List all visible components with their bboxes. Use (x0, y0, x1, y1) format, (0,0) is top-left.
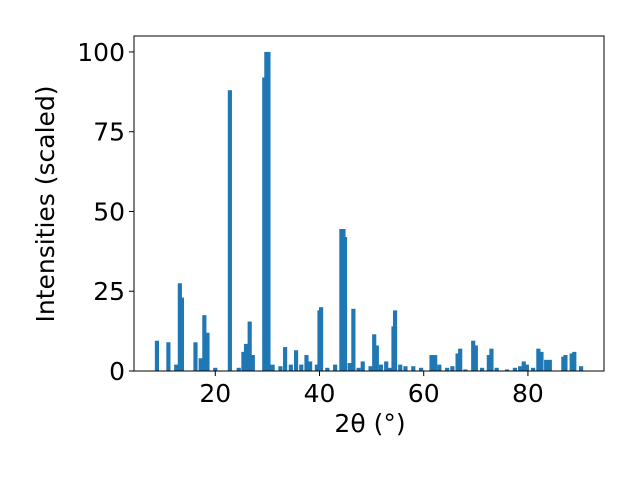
bar (283, 347, 288, 371)
bar (504, 369, 510, 371)
bar (179, 297, 185, 371)
bar (198, 358, 203, 371)
bar (392, 310, 398, 371)
y-axis-label: Intensities (scaled) (31, 85, 60, 322)
bar (518, 366, 523, 371)
bar (333, 364, 338, 371)
bar (318, 307, 324, 371)
x-tick-label: 80 (512, 379, 544, 408)
x-tick-label: 40 (304, 379, 336, 408)
bar (384, 361, 389, 371)
bar (563, 355, 568, 371)
bar (266, 51, 271, 371)
bar (154, 340, 160, 371)
bar (398, 364, 403, 371)
bar (374, 345, 379, 371)
bar (544, 359, 549, 371)
bar (536, 348, 541, 371)
bar (356, 367, 361, 371)
bar (250, 355, 255, 371)
bar (455, 353, 460, 371)
bar (547, 359, 552, 371)
bar (202, 315, 207, 371)
bar (561, 356, 566, 371)
bar (489, 348, 494, 371)
y-tick-label: 50 (93, 197, 125, 226)
bar (351, 308, 356, 371)
bar (241, 351, 246, 371)
bar (578, 366, 584, 371)
bar (486, 355, 491, 371)
bar (308, 361, 313, 371)
bar (227, 90, 232, 371)
bar (458, 348, 463, 371)
bar (174, 364, 179, 371)
bar (247, 321, 252, 371)
bar (403, 366, 408, 371)
bar (270, 364, 275, 371)
bar (473, 345, 478, 371)
bar (479, 367, 485, 371)
bar (166, 342, 171, 371)
bar (314, 364, 319, 371)
bar (368, 366, 373, 371)
bar (433, 355, 438, 371)
bar (521, 361, 526, 371)
bar (372, 334, 377, 371)
bar (450, 366, 455, 371)
y-tick-label: 100 (77, 38, 125, 67)
bar (278, 366, 283, 371)
y-tick-label: 75 (93, 118, 125, 147)
bar (387, 367, 392, 371)
bar (288, 364, 293, 371)
bar (360, 361, 365, 371)
bar (293, 350, 299, 371)
bar (342, 237, 348, 371)
bar (531, 367, 536, 371)
bar (524, 364, 529, 371)
bar (445, 367, 450, 371)
bar (347, 363, 352, 371)
bar (205, 332, 210, 371)
bar (419, 367, 424, 371)
bar (193, 342, 198, 371)
bar (512, 367, 517, 371)
bar (325, 367, 330, 371)
bar (572, 351, 577, 371)
x-axis-label: 2θ (°) (334, 409, 405, 438)
bar (299, 364, 304, 371)
y-tick-label: 0 (109, 357, 125, 386)
x-tick-label: 20 (199, 379, 231, 408)
x-tick-label: 60 (408, 379, 440, 408)
bar (411, 366, 416, 371)
bar (494, 367, 499, 371)
bar (463, 369, 468, 371)
plot-frame (133, 35, 605, 372)
bar (429, 355, 434, 371)
bar (213, 367, 218, 371)
bar (236, 367, 241, 371)
bar (378, 364, 384, 371)
bar (304, 355, 309, 371)
y-tick-label: 25 (93, 277, 125, 306)
bar (243, 343, 249, 371)
bar (471, 340, 476, 371)
bar (569, 353, 574, 371)
bar (539, 351, 544, 371)
bar (437, 364, 442, 371)
